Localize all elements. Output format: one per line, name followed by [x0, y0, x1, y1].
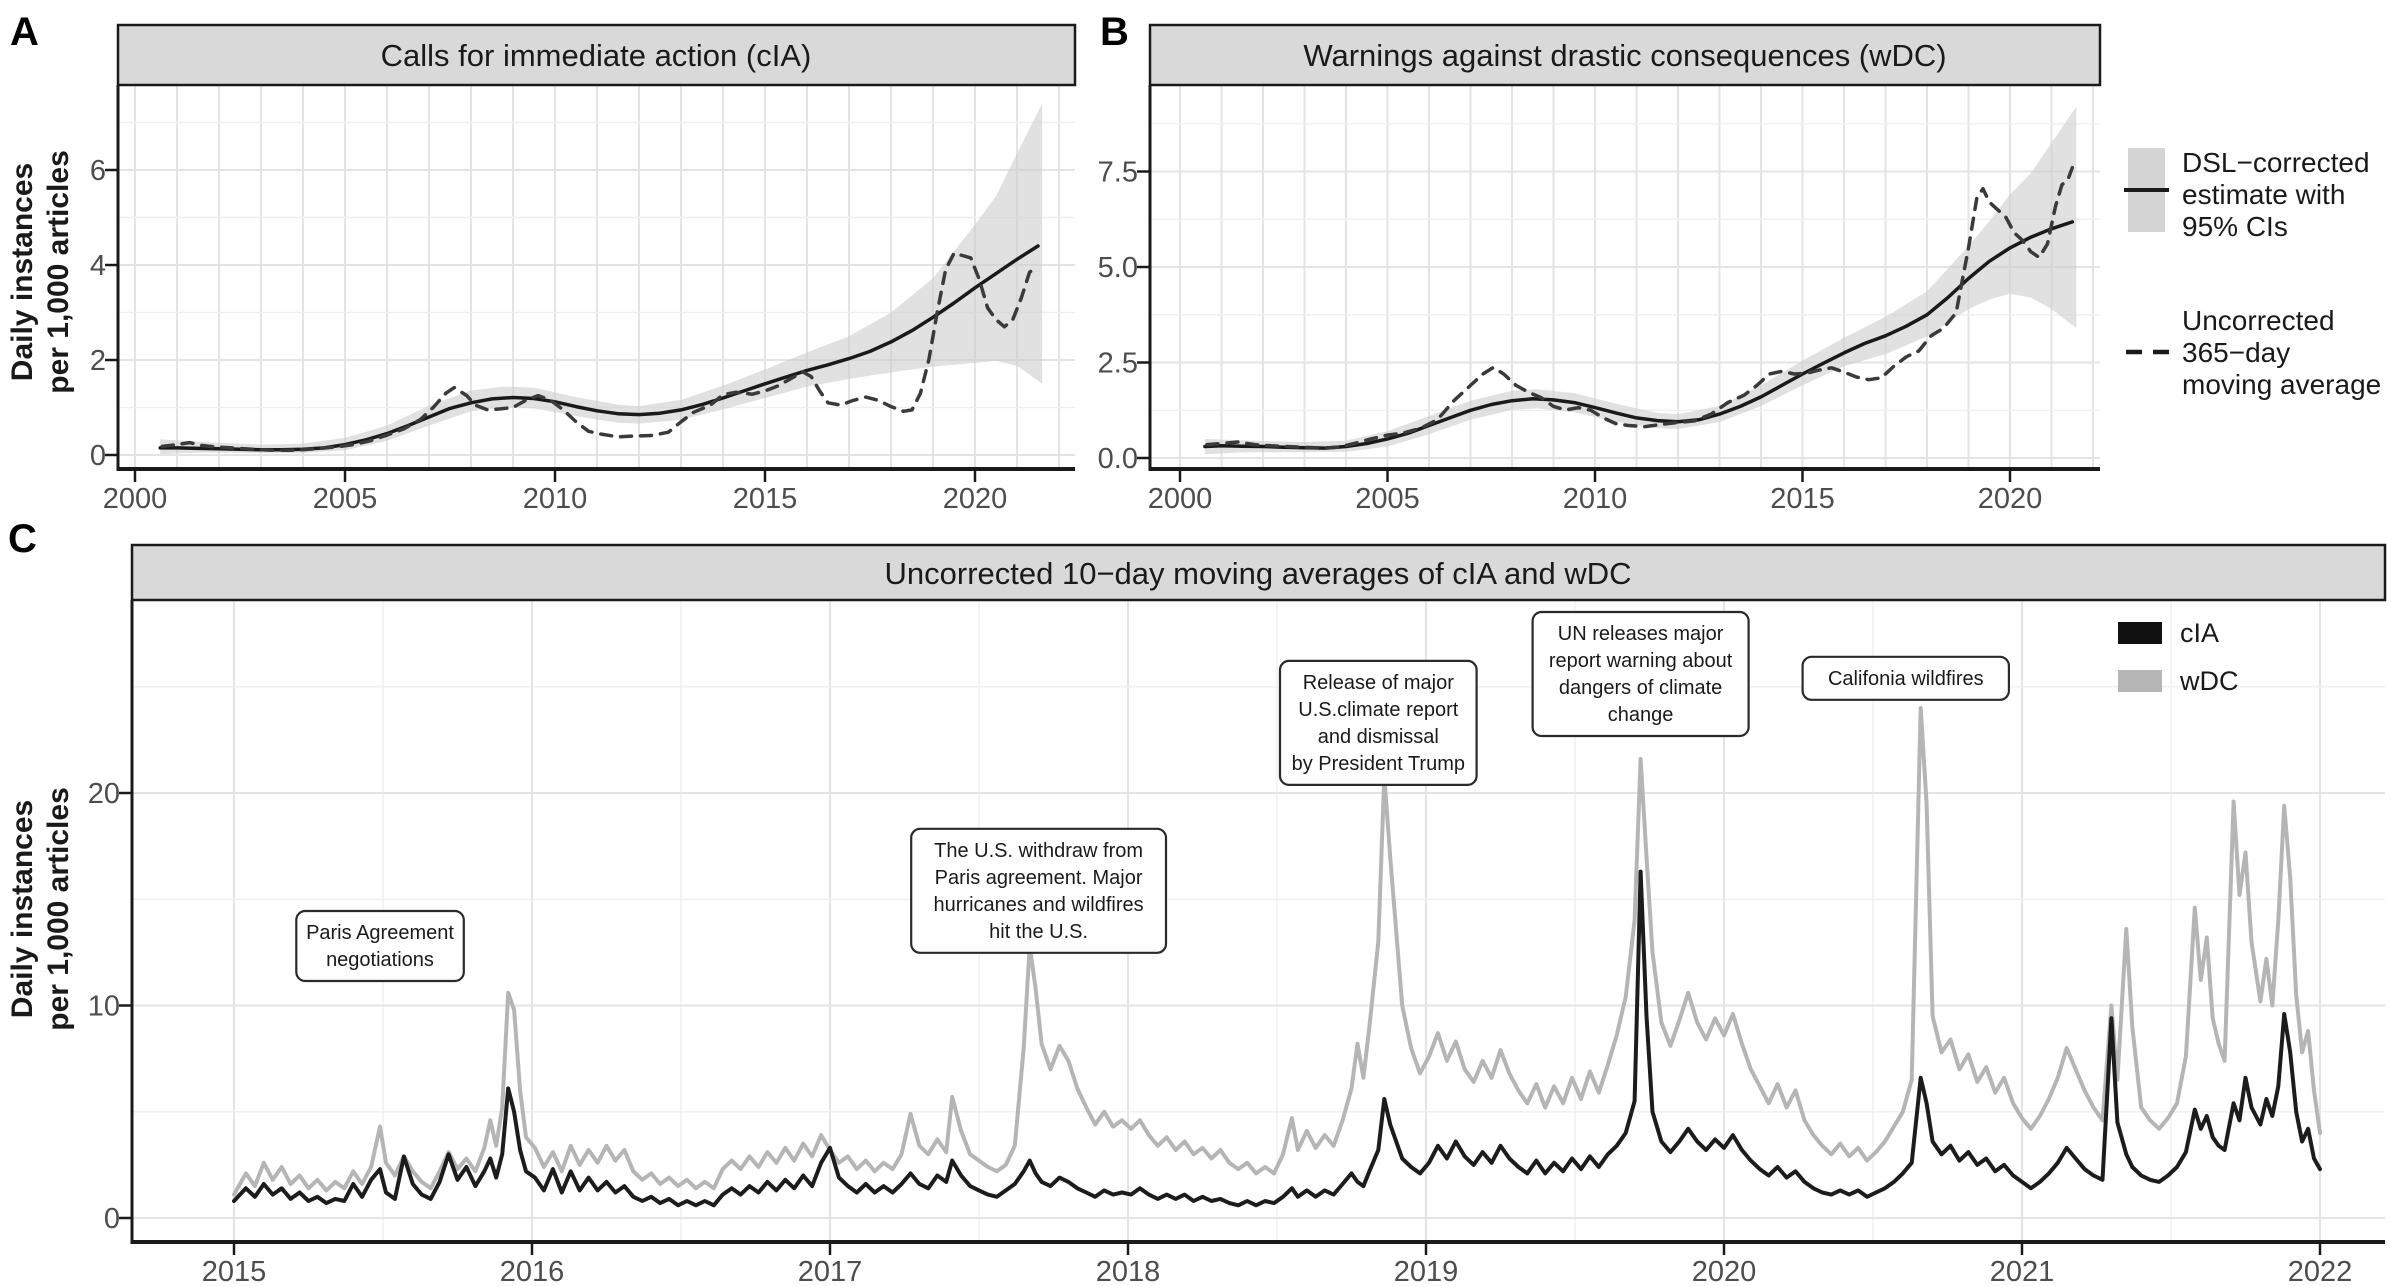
y-tick-label: 20 — [88, 778, 120, 810]
legend-ab-entry1-line1: DSL−corrected — [2182, 147, 2370, 178]
panel-b: 2000 2005 2010 2015 2020 0.0 2.5 5.0 7.5 — [1098, 85, 2100, 515]
panel-c-y-axis-title-line2: per 1,000 articles — [42, 787, 75, 1031]
panel-a-y-axis-title: Daily instances per 1,000 articles — [6, 150, 75, 394]
axis-ticks: 2000 2005 2010 2015 2020 0 2 4 6 — [90, 155, 1007, 515]
axis-ticks: 2015 2016 2017 2018 2019 2020 2021 2022 0 10 20 — [88, 778, 2353, 1286]
annotation-box: Paris Agreement negotiations — [295, 909, 465, 983]
annotation-text: hit the U.S. — [989, 921, 1088, 943]
annotation-rect — [295, 909, 465, 983]
x-tick-label: 2000 — [103, 483, 168, 515]
panel-a-title: Calls for immediate action (cIA) — [381, 38, 812, 73]
y-tick-label: 2 — [90, 345, 106, 377]
ci-ribbon — [160, 103, 1043, 455]
annotation-rect — [1531, 610, 1750, 738]
series-line-cia — [232, 869, 2322, 1208]
gridlines — [132, 600, 2385, 1242]
annotation-text: Califonia wildfires — [1828, 668, 1984, 690]
series-line-uncorrected-365-day-moving-average — [160, 251, 1040, 453]
annotation-text: and dismissal — [1318, 726, 1439, 748]
x-tick-label: 2018 — [1096, 1256, 1161, 1286]
x-tick-label: 2010 — [523, 483, 588, 515]
legend-ab-entry1-line2: estimate with — [2182, 179, 2345, 210]
panel-c: 2015 2016 2017 2018 2019 2020 2021 2022 0 10 20 Par… — [88, 600, 2385, 1286]
annotation-box: UN releases major report warning about dan… — [1531, 610, 1750, 738]
x-tick-label: 2005 — [313, 483, 378, 515]
panel-a: 2000 2005 2010 2015 2020 0 2 4 6 — [90, 85, 1075, 515]
annotation-rect — [1801, 655, 2010, 701]
y-tick-label: 0 — [104, 1203, 120, 1235]
panel-b-title: Warnings against drastic consequences (w… — [1303, 38, 1946, 73]
legend-ab: DSL−corrected estimate with 95% CIs Unco… — [2124, 147, 2381, 400]
y-tick-label: 10 — [88, 991, 120, 1023]
series — [158, 103, 1043, 455]
series-line-wdc — [232, 706, 2322, 1197]
legend-ab-entry2-line1: Uncorrected — [2182, 305, 2335, 336]
ci-ribbon — [1204, 106, 2077, 455]
annotation-text: change — [1608, 704, 1674, 726]
panel-b-title-strip — [1148, 23, 2102, 87]
series — [232, 706, 2322, 1208]
x-tick-label: 2017 — [798, 1256, 863, 1286]
axis-ticks: 2000 2005 2010 2015 2020 0.0 2.5 5.0 7.5 — [1098, 157, 2043, 516]
y-tick-label: 0.0 — [1098, 443, 1138, 475]
x-tick-label: 2022 — [2288, 1256, 2353, 1286]
x-tick-label: 2015 — [733, 483, 798, 515]
cia-key-icon — [2118, 622, 2162, 644]
panel-b-letter: B — [1100, 10, 1129, 54]
series — [1203, 106, 2077, 455]
y-tick-label: 0 — [90, 440, 106, 472]
wdc-key-icon — [2118, 670, 2162, 692]
annotation-text: UN releases major — [1558, 623, 1724, 645]
x-tick-label: 2020 — [943, 483, 1008, 515]
panel-a-y-axis-title-line1: Daily instances — [6, 163, 39, 381]
annotation-text: Paris agreement. Major — [935, 867, 1143, 889]
y-tick-label: 4 — [90, 250, 106, 282]
x-tick-label: 2015 — [1770, 483, 1835, 515]
x-tick-label: 2019 — [1394, 1256, 1459, 1286]
annotation-box: Release of major U.S.climate report and di… — [1278, 659, 1478, 787]
annotation-text: report warning about — [1549, 650, 1733, 672]
panel-c-title-strip — [130, 543, 2387, 602]
y-tick-label: 2.5 — [1098, 348, 1138, 380]
panel-a-title-strip — [116, 23, 1077, 87]
x-tick-label: 2020 — [1978, 483, 2043, 515]
annotation-box: The U.S. withdraw from Paris agreement. M… — [910, 827, 1168, 954]
y-tick-label: 5.0 — [1098, 252, 1138, 284]
annotation-text: U.S.climate report — [1298, 699, 1458, 721]
legend-c-cia-label: cIA — [2180, 618, 2219, 648]
x-tick-label: 2010 — [1563, 483, 1628, 515]
panel-c-y-axis-title: Daily instances per 1,000 articles — [6, 787, 75, 1031]
panel-a-letter: A — [10, 10, 39, 54]
annotation-text: Release of major — [1303, 672, 1455, 694]
x-tick-label: 2020 — [1692, 1256, 1757, 1286]
annotation-rect — [910, 827, 1168, 954]
legend-ab-entry2-line3: moving average — [2182, 369, 2381, 400]
annotation-text: The U.S. withdraw from — [934, 840, 1143, 862]
x-tick-label: 2015 — [202, 1256, 267, 1286]
annotation-text: by President Trump — [1292, 753, 1465, 775]
panel-c-title: Uncorrected 10−day moving averages of cI… — [885, 556, 1632, 591]
panel-a-y-axis-title-line2: per 1,000 articles — [42, 150, 75, 394]
legend-c-wdc-label: wDC — [2179, 666, 2239, 696]
legend-ab-entry2-line2: 365−day — [2182, 337, 2290, 368]
gridlines — [1150, 85, 2100, 469]
legend-c: cIA wDC — [2118, 618, 2239, 696]
annotation-rect — [1278, 659, 1478, 787]
x-tick-label: 2016 — [500, 1256, 565, 1286]
annotation-text: dangers of climate — [1559, 677, 1722, 699]
y-tick-label: 7.5 — [1098, 157, 1138, 189]
panel-c-letter: C — [8, 517, 37, 561]
x-tick-label: 2005 — [1355, 483, 1420, 515]
series-line-uncorrected-365-day-moving-average — [1205, 165, 2075, 450]
y-tick-label: 6 — [90, 155, 106, 187]
annotation-text: Paris Agreement — [306, 922, 454, 944]
panel-c-y-axis-title-line1: Daily instances — [6, 800, 39, 1018]
legend-ab-entry1-line3: 95% CIs — [2182, 211, 2288, 242]
annotation-text: hurricanes and wildfires — [934, 894, 1144, 916]
annotation-text: negotiations — [326, 949, 434, 971]
x-tick-label: 2021 — [1990, 1256, 2055, 1286]
annotation-box: Califonia wildfires — [1801, 655, 2010, 701]
x-tick-label: 2000 — [1148, 483, 1213, 515]
